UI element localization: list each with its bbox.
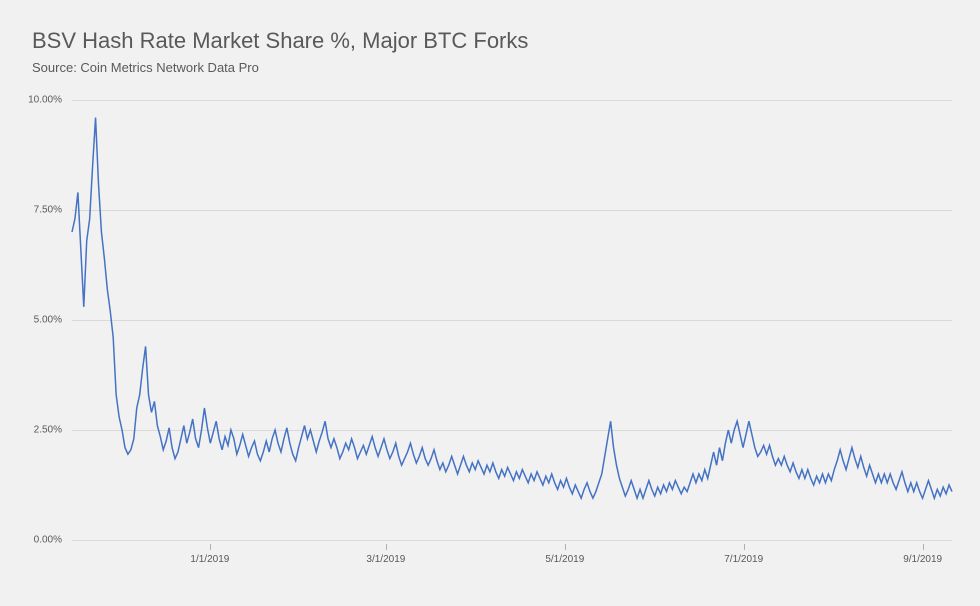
line-chart-svg: [72, 100, 952, 540]
series-line: [72, 118, 952, 499]
gridline: [72, 540, 952, 541]
x-axis: 1/1/2019 3/1/2019 5/1/2019 7/1/2019 9/1/2019: [72, 544, 952, 564]
x-tick-label: 1/1/2019: [190, 554, 229, 565]
x-tick-label: 9/1/2019: [903, 554, 942, 565]
chart-container: BSV Hash Rate Market Share %, Major BTC …: [0, 0, 980, 606]
chart-subtitle: Source: Coin Metrics Network Data Pro: [32, 60, 259, 75]
y-tick-label: 5.00%: [34, 315, 62, 326]
y-tick-label: 7.50%: [34, 205, 62, 216]
plot-area: [72, 100, 952, 540]
y-tick-label: 2.50%: [34, 425, 62, 436]
x-tick-mark: [565, 544, 566, 550]
x-tick-mark: [744, 544, 745, 550]
x-tick-label: 3/1/2019: [366, 554, 405, 565]
x-tick-mark: [210, 544, 211, 550]
chart-title: BSV Hash Rate Market Share %, Major BTC …: [32, 28, 528, 54]
y-tick-label: 10.00%: [28, 95, 62, 106]
y-tick-label: 0.00%: [34, 535, 62, 546]
x-tick-mark: [386, 544, 387, 550]
x-tick-mark: [923, 544, 924, 550]
y-axis: 0.00%2.50%5.00%7.50%10.00%: [0, 100, 68, 540]
x-tick-label: 7/1/2019: [724, 554, 763, 565]
x-tick-label: 5/1/2019: [545, 554, 584, 565]
